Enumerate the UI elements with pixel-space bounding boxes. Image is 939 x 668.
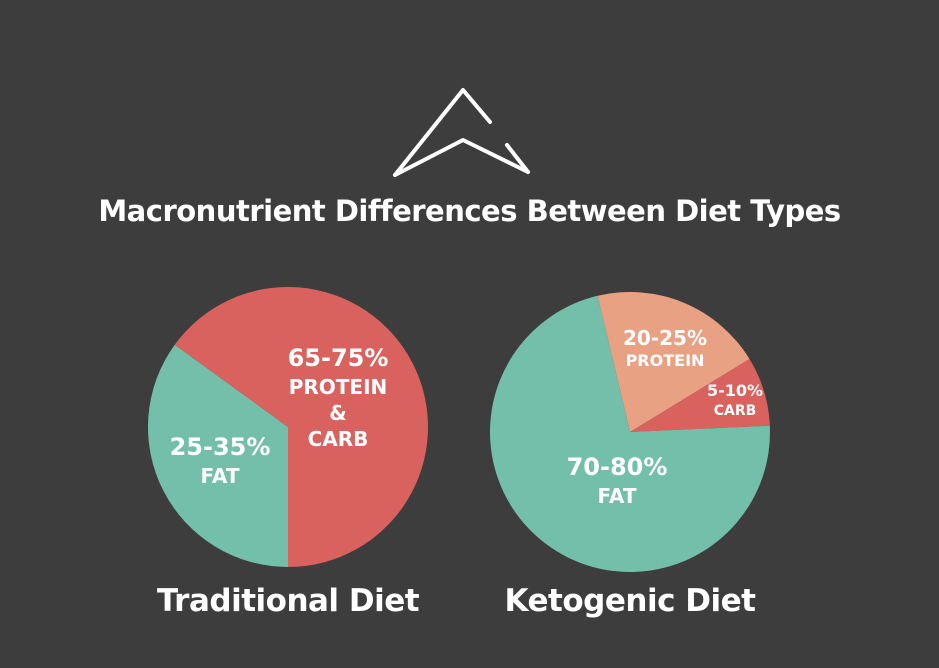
slice-label: 70-80% FAT (567, 452, 668, 509)
chart-title: Ketogenic Diet (504, 583, 756, 619)
category-label: PROTEIN & CARB (288, 375, 388, 452)
value-label: 25-35% (169, 433, 271, 461)
slice-label: 25-35% FAT (170, 432, 271, 489)
page-title: Macronutrient Differences Between Diet T… (98, 194, 841, 228)
value-label: 20-25% (622, 326, 708, 350)
value-label: 65-75% (287, 344, 389, 372)
value-label: 5-10% (706, 381, 764, 400)
slice-label: 5-10% CARB (707, 381, 763, 420)
category-label: FAT (597, 484, 637, 509)
slice-label: 65-75% PROTEIN & CARB (288, 343, 389, 452)
pie-slice (147, 344, 288, 567)
category-label: PROTEIN (625, 351, 705, 370)
category-label: CARB (713, 402, 757, 419)
slice-label: 20-25% PROTEIN (623, 325, 707, 372)
pie-slice (630, 359, 770, 432)
pie-slice (174, 287, 428, 567)
pie-slice (490, 295, 771, 572)
pie-slice (597, 292, 750, 432)
chart-title: Traditional Diet (156, 583, 420, 619)
category-label: FAT (200, 464, 240, 489)
value-label: 70-80% (566, 453, 668, 481)
logo (393, 88, 530, 177)
